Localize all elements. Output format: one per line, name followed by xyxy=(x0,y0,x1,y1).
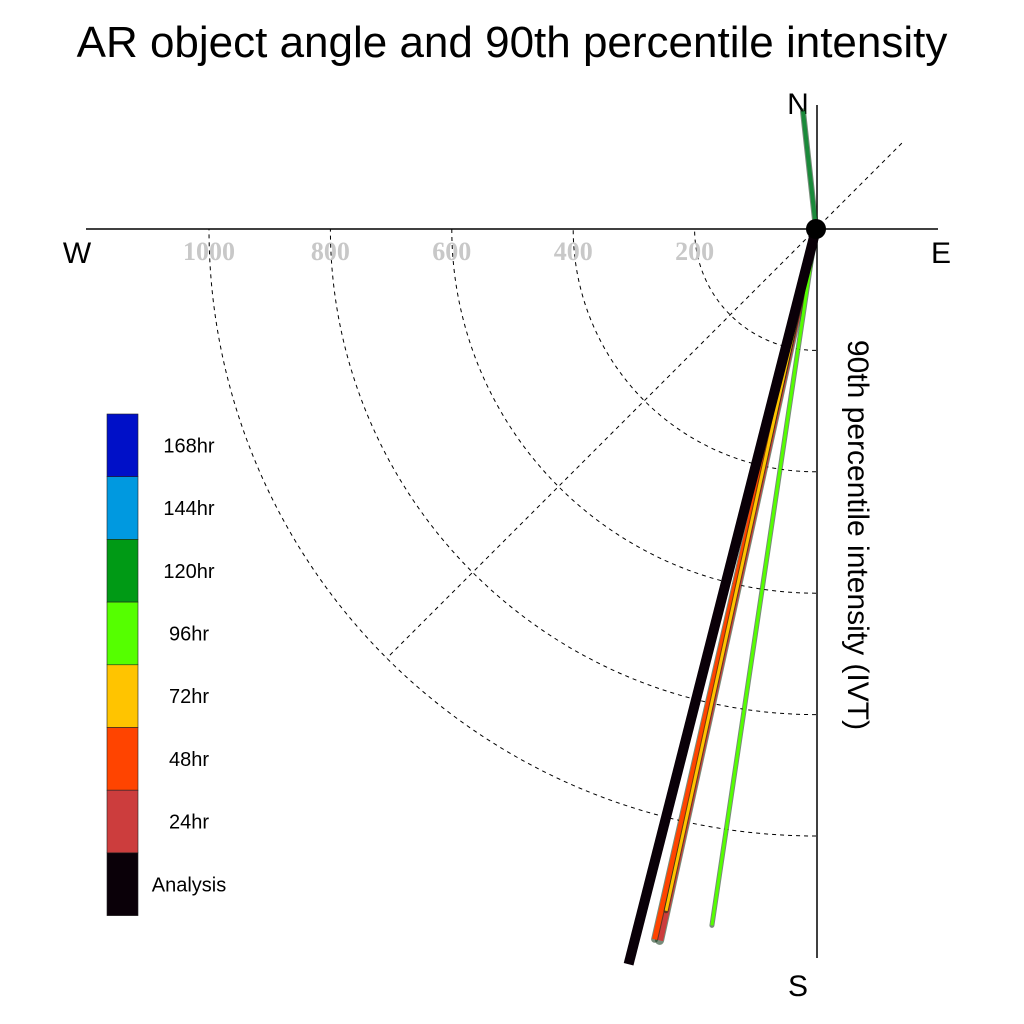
legend-label-24hr: 24hr xyxy=(169,812,209,834)
legend-swatch-48hr xyxy=(106,727,139,791)
radial-tick-label-600: 600 xyxy=(432,237,471,266)
legend-swatch-24hr xyxy=(106,789,139,854)
radial-tick-label-200: 200 xyxy=(675,237,714,266)
series-line-120hr xyxy=(801,111,818,230)
radial-ring-800 xyxy=(329,228,817,716)
radial-tick-label-800: 800 xyxy=(311,237,350,266)
angle-guide-45 xyxy=(386,142,903,659)
chart-title: AR object angle and 90th percentile inte… xyxy=(77,18,948,67)
legend-swatch-96hr xyxy=(106,601,139,666)
legend-swatch-144hr xyxy=(106,476,139,540)
legend-swatch-120hr xyxy=(106,539,139,603)
series-line-96hr xyxy=(710,228,818,926)
legend-label-analysis: Analysis xyxy=(152,874,226,896)
angle-guides xyxy=(386,142,903,659)
legend-swatch-72hr xyxy=(106,664,139,728)
radial-ring-1000 xyxy=(208,228,817,837)
compass-east-label: E xyxy=(931,237,951,270)
radial-tick-label-400: 400 xyxy=(554,237,593,266)
radial-tick-labels: 200 400 600 800 1000 xyxy=(183,237,714,266)
series-line-analysis xyxy=(623,227,821,966)
series-lines xyxy=(623,108,821,966)
radial-tick-label-1000: 1000 xyxy=(183,237,235,266)
legend-label-120hr: 120hr xyxy=(163,561,214,583)
compass-south-label: S xyxy=(788,970,808,1003)
legend-swatch-168hr xyxy=(106,413,139,478)
y-axis-label: 90th percentile intensity (IVT) xyxy=(841,340,874,730)
legend-label-96hr: 96hr xyxy=(169,623,209,645)
legend-label-168hr: 168hr xyxy=(163,435,214,457)
legend-label-48hr: 48hr xyxy=(169,749,209,771)
origin-marker xyxy=(806,219,826,239)
legend: 168hr 144hr 120hr 96hr 72hr 48hr 24hr Analysis xyxy=(106,413,226,916)
legend-swatch-analysis xyxy=(106,852,139,916)
legend-label-144hr: 144hr xyxy=(163,498,214,520)
compass-west-label: W xyxy=(63,237,92,270)
legend-label-72hr: 72hr xyxy=(169,686,209,708)
